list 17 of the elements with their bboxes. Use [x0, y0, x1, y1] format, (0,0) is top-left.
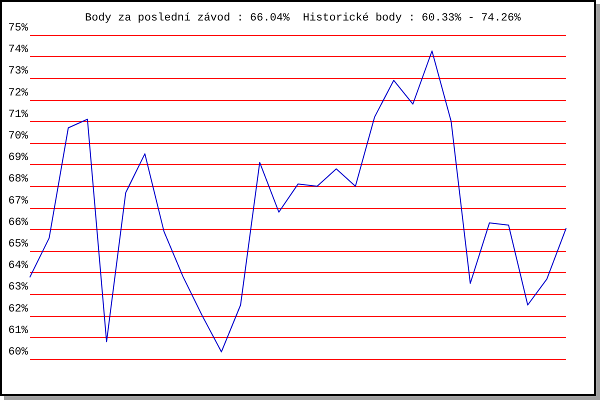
- y-tick-label: 63%: [8, 282, 28, 294]
- y-tick-label: 61%: [8, 324, 28, 337]
- y-tick-label: 64%: [8, 260, 28, 272]
- y-tick-label: 69%: [8, 152, 28, 164]
- y-tick-label: 73%: [8, 66, 28, 78]
- y-tick-label: 68%: [8, 174, 28, 186]
- chart-title: Body za poslední závod : 66.04% Historické body : 60.33% - 74.26%: [85, 12, 522, 24]
- y-tick-label: 71%: [8, 108, 28, 121]
- y-tick-label: 65%: [8, 238, 28, 250]
- y-tick-label: 60%: [8, 346, 28, 358]
- y-tick-label: 72%: [8, 87, 28, 100]
- y-tick-label: 70%: [8, 130, 28, 142]
- y-tick-label: 75%: [8, 22, 28, 34]
- y-tick-label: 67%: [8, 195, 28, 208]
- y-tick-label: 62%: [8, 303, 28, 316]
- y-tick-label: 74%: [8, 44, 28, 56]
- y-tick-label: 66%: [8, 216, 28, 229]
